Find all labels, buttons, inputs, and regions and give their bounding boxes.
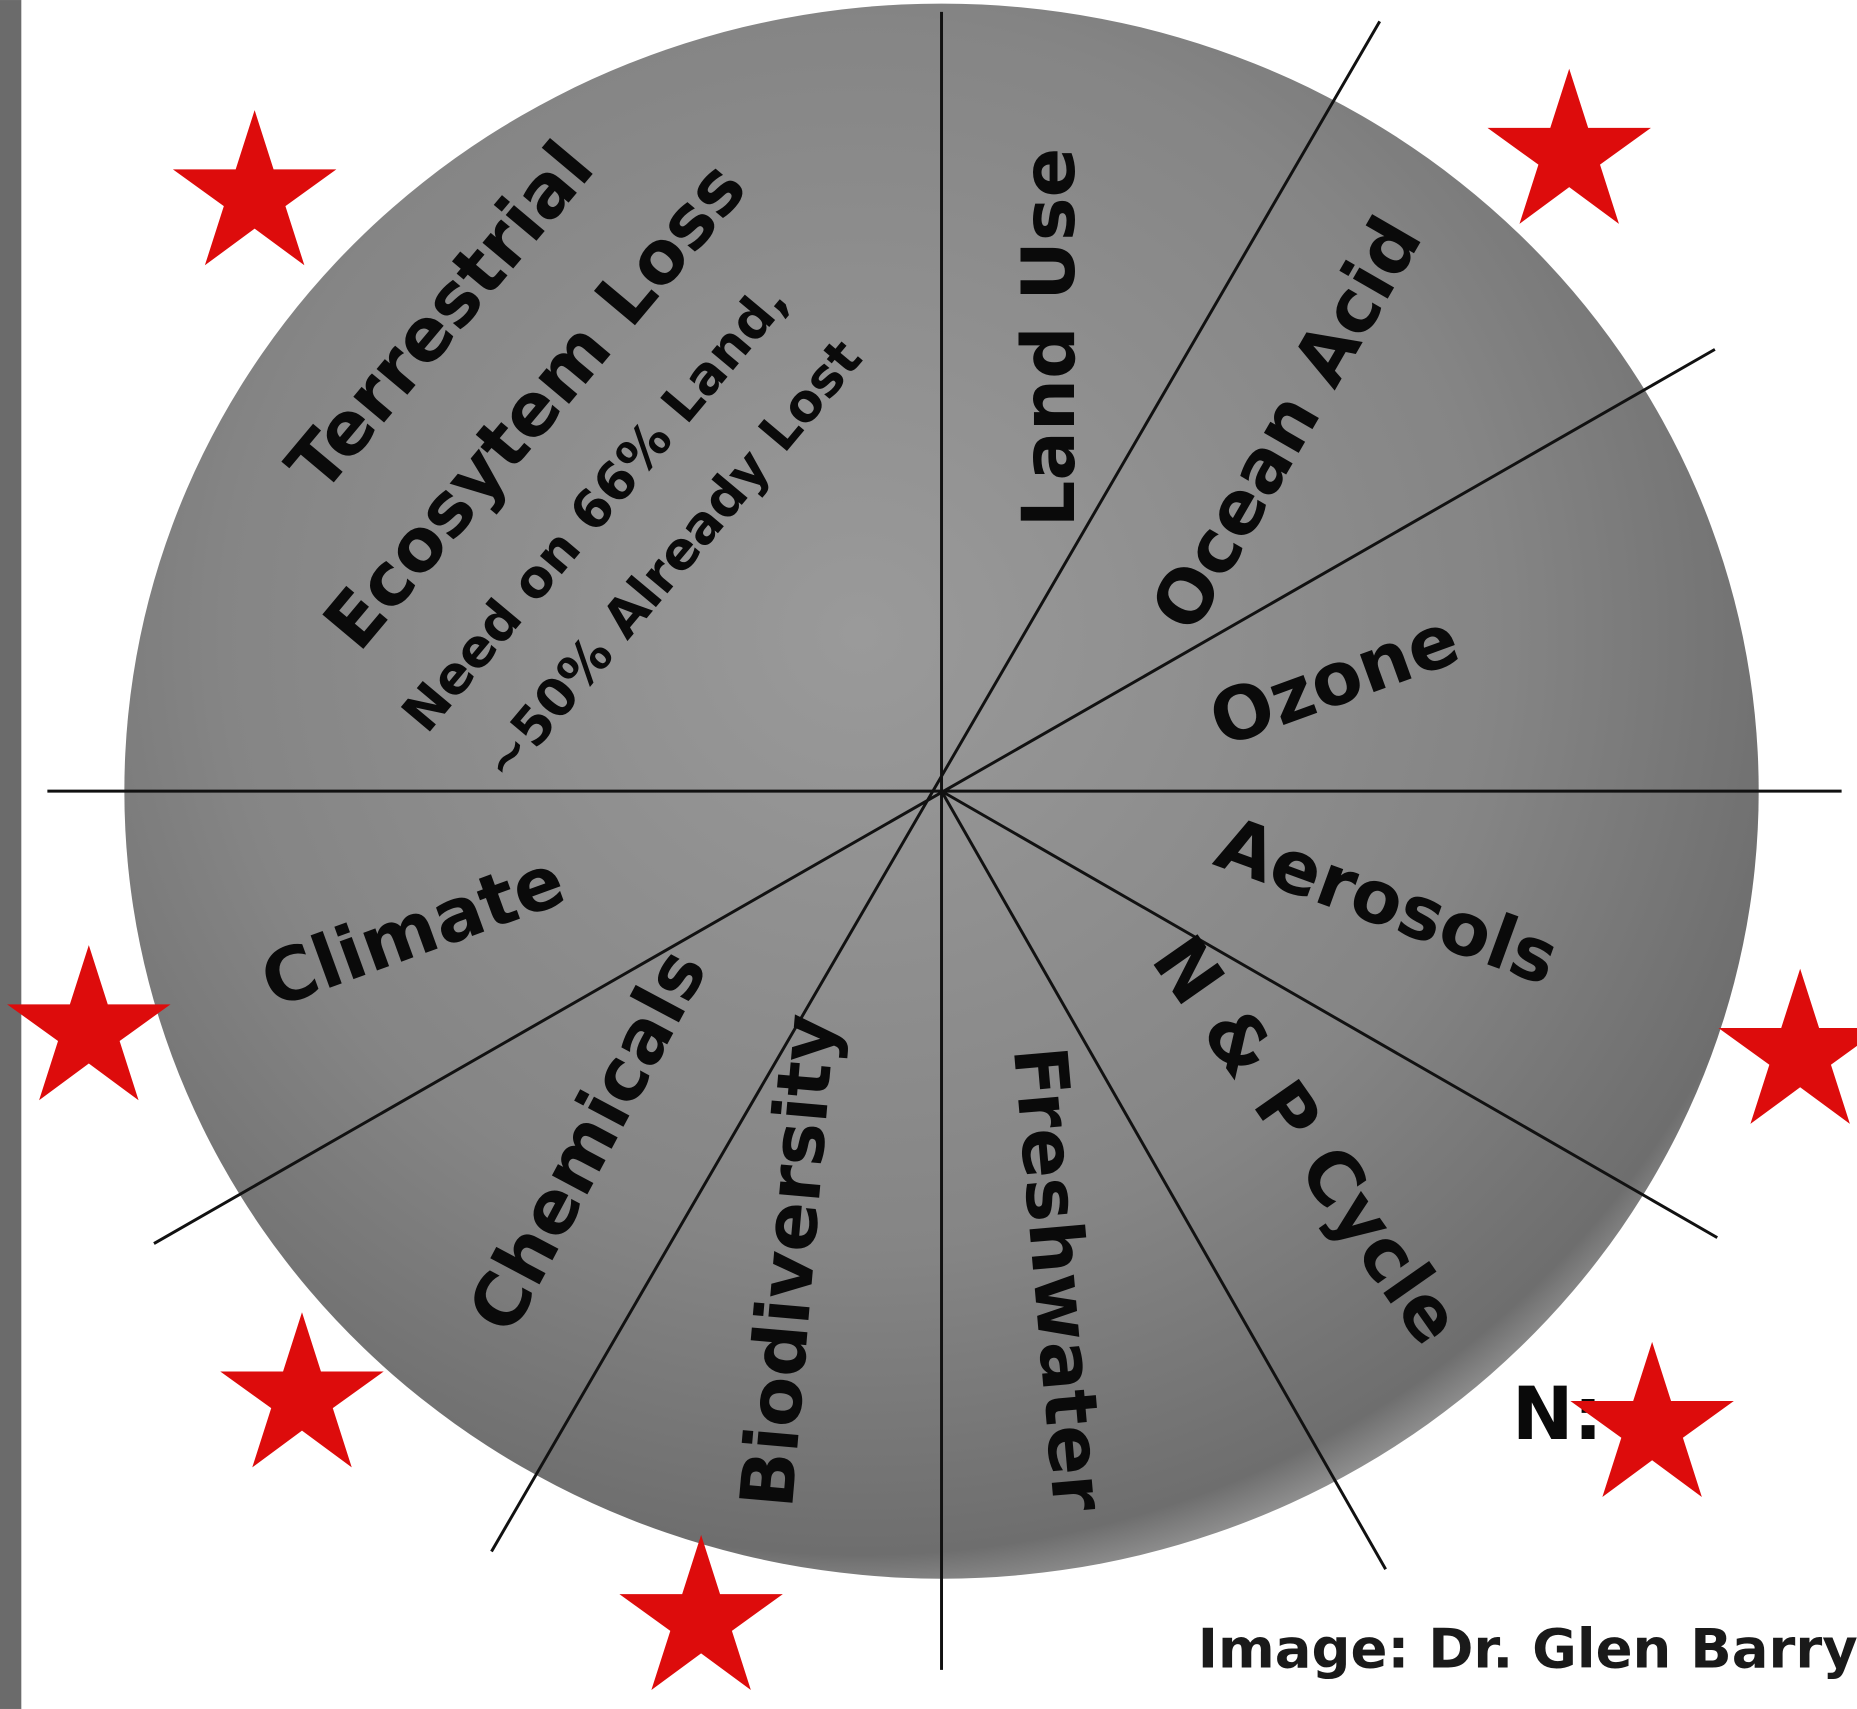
segment-label: Land Use [1007, 148, 1092, 528]
side-bar [0, 0, 22, 1709]
credit: Image: Dr. Glen Barry [1198, 1616, 1857, 1680]
partial-label: N: [1512, 1372, 1603, 1457]
dividers [47, 11, 1842, 1670]
